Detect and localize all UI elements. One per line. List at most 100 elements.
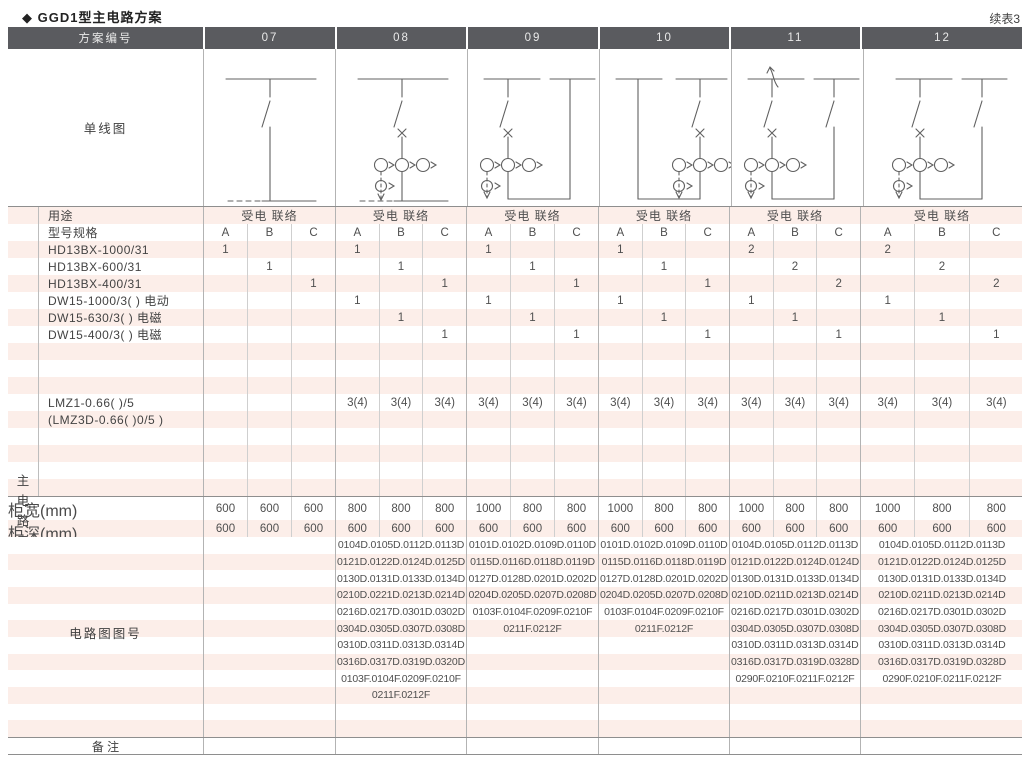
subcol-header: A — [883, 226, 892, 239]
value-cell — [968, 428, 1023, 445]
drawing-number-cell-09: 0211F.0212F — [466, 620, 598, 637]
scheme-col-09: 1 — [466, 275, 598, 292]
value-cell — [599, 343, 642, 360]
subcol-header: A — [221, 226, 230, 239]
scheme-col-10: 1 — [598, 241, 729, 258]
value-cell — [968, 241, 1023, 258]
drawing-number-cell-12: 0316D.0317D.0319D.0328D — [860, 653, 1023, 671]
single-line-diagram-row: 单线图 — [8, 49, 1022, 207]
scheme-col-12 — [860, 377, 1023, 394]
value-cell — [378, 275, 423, 292]
drawing-number-cell-07 — [203, 537, 335, 554]
scheme-col-10: 1 — [598, 292, 729, 309]
usage-value: 受电 联络 — [372, 209, 430, 223]
value-cell — [467, 326, 510, 343]
row-label-cell: 型号规格 — [8, 224, 203, 241]
scheme-col-09 — [466, 445, 598, 462]
cabinet-depth-value: 600 — [478, 522, 499, 535]
value-cell — [247, 411, 291, 428]
value-cell — [816, 411, 860, 428]
value-cell — [247, 360, 291, 377]
row-label-cell — [8, 479, 203, 496]
value-cell — [336, 462, 379, 479]
value-cell — [685, 462, 729, 479]
value-cell: 2 — [968, 275, 1023, 292]
drawing-number-cell-08: 0316D.0317D.0319D.0320D — [335, 653, 466, 671]
subcol-header: A — [484, 226, 493, 239]
drawing-number-cell-11: 0130D.0131D.0133D.0134D — [729, 570, 860, 587]
value-cell — [730, 326, 773, 343]
subcol-header: C — [816, 224, 860, 241]
remarks-cell-09 — [466, 738, 598, 754]
value-cell — [730, 309, 773, 326]
value-cell — [336, 343, 379, 360]
cabinet-depth-value: 600 — [968, 520, 1023, 537]
scheme-col-07: 1 — [203, 275, 335, 292]
component-label — [38, 479, 203, 496]
value-cell — [204, 411, 247, 428]
value-cell — [554, 292, 598, 309]
value-cell — [378, 377, 423, 394]
row-label-cell: 柜宽(mm) — [8, 497, 203, 520]
header-scheme-07: 07 — [203, 27, 335, 49]
value-cell: 3(4) — [641, 394, 686, 411]
drawing-number-cell-07 — [203, 703, 335, 721]
value-cell: 1 — [617, 294, 624, 307]
value-cell — [641, 292, 686, 309]
usage-value: 受电 联络 — [635, 209, 693, 223]
drawing-number-cell-12: 0121D.0122D.0124D.0125D — [860, 553, 1023, 571]
scheme-table: 方案编号 07 08 09 10 11 12 单线图 用途 受电 联络 受电 联络 受电 联络 受电 联… — [8, 27, 1022, 755]
row-label-cell: (LMZ3D-0.66( )0/5 ) — [8, 411, 203, 428]
drawing-number-line-row: 0211F.0212F — [8, 686, 1022, 704]
drawing-label-spacer — [8, 604, 203, 621]
drawing-number-cell-11: 0290F.0210F.0211F.0212F — [729, 670, 860, 687]
scheme-col-12: 600 600 600 — [860, 520, 1023, 537]
value-cell — [914, 241, 968, 258]
drawing-number-cell-11: 0316D.0317D.0319D.0328D — [729, 653, 860, 671]
scheme-col-11: 2 — [729, 241, 860, 258]
value-cell — [378, 445, 423, 462]
value-cell — [378, 428, 423, 445]
drawing-number-cell-09 — [466, 653, 598, 671]
cabinet-depth-value: 600 — [422, 520, 466, 537]
value-cell — [422, 377, 466, 394]
scheme-col-10 — [598, 462, 729, 479]
scheme-col-12 — [860, 445, 1023, 462]
scheme-col-08 — [335, 462, 466, 479]
value-cell — [378, 411, 423, 428]
cabinet-depth-value: 600 — [772, 520, 817, 537]
value-cell — [467, 445, 510, 462]
scheme-col-09: 1 — [466, 258, 598, 275]
drawing-number-line-row: 0130D.0131D.0133D.0134D 0127D.0128D.0201D… — [8, 570, 1022, 587]
value-cell — [247, 445, 291, 462]
scheme-col-10 — [598, 411, 729, 428]
drawing-number-cell-10 — [598, 653, 729, 671]
value-cell — [772, 360, 817, 377]
cabinet-width-value: 800 — [554, 497, 598, 520]
value-cell — [204, 479, 247, 496]
scheme-col-12: 2 — [860, 258, 1023, 275]
scheme-col-12: 1 — [860, 326, 1023, 343]
usage-value: 受电 联络 — [913, 209, 971, 223]
value-cell — [730, 445, 773, 462]
value-cell — [291, 411, 335, 428]
drawing-number-cell-07 — [203, 553, 335, 571]
scheme-col-11: 1000 800 800 — [729, 497, 860, 520]
drawing-number-cell-08: 0211F.0212F — [335, 686, 466, 704]
drawing-label-spacer — [8, 670, 203, 687]
value-cell — [247, 326, 291, 343]
row-label-cell — [8, 360, 203, 377]
drawing-number-line-row: 0210D.0221D.0213D.0214D 0204D.0205D.0207D… — [8, 586, 1022, 604]
drawing-number-cell-10: 0103F.0104F.0209F.0210F — [598, 603, 729, 621]
value-cell — [861, 343, 914, 360]
drawing-number-cell-07 — [203, 670, 335, 687]
scheme-col-07 — [203, 428, 335, 445]
scheme-col-08 — [335, 360, 466, 377]
scheme-col-08: 3(4) 3(4) 3(4) — [335, 394, 466, 411]
continuation-label: 续表3 — [989, 12, 1020, 26]
value-cell: 1 — [884, 294, 891, 307]
value-cell — [730, 377, 773, 394]
spec-header-label: 型号规格 — [38, 224, 203, 241]
cabinet-depth-value: 600 — [347, 522, 367, 535]
scheme-col-10 — [598, 377, 729, 394]
